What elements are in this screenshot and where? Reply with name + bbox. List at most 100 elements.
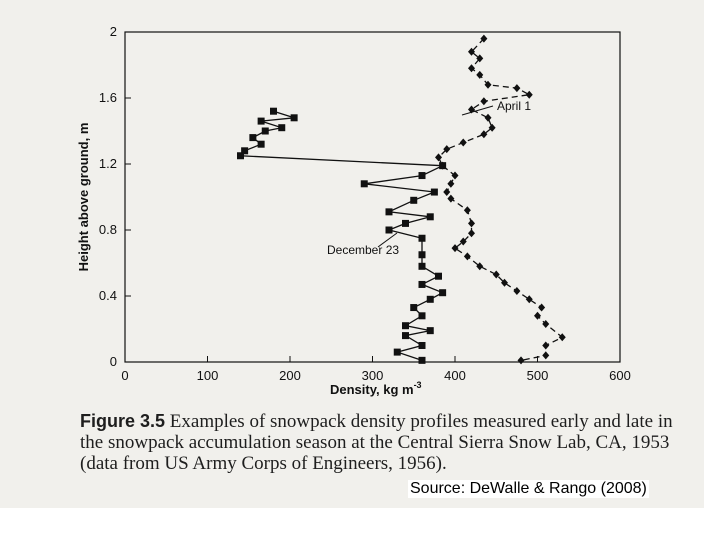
data-point-square <box>393 348 401 356</box>
data-point-diamond <box>443 188 451 197</box>
x-tick-label: 100 <box>197 368 219 383</box>
scanned-page-background <box>0 0 704 508</box>
data-point-square <box>418 312 426 320</box>
data-point-diamond <box>451 171 459 180</box>
data-point-diamond <box>439 161 447 170</box>
annotation-april-1: April 1 <box>497 99 531 113</box>
data-point-diamond <box>468 64 475 73</box>
y-axis: 0 0.4 0.8 1.2 1.6 2 <box>99 24 131 369</box>
data-point-diamond <box>484 80 492 89</box>
annotation-december-23-leader <box>377 232 398 248</box>
y-tick-label: 1.6 <box>99 90 117 105</box>
source-citation: Source: DeWalle & Rango (2008) <box>408 480 649 498</box>
annotation-december-23: December 23 <box>327 243 399 257</box>
data-point-square <box>360 180 368 188</box>
y-tick-label: 0.8 <box>99 222 117 237</box>
data-point-diamond <box>525 90 533 99</box>
y-axis-title: Height above ground, m <box>76 123 91 272</box>
x-tick-label: 600 <box>609 368 631 383</box>
data-point-diamond <box>488 123 496 132</box>
data-point-square <box>249 134 257 142</box>
x-axis-title-text: Density, kg m <box>330 382 414 397</box>
data-point-square <box>257 140 265 148</box>
x-tick-label: 300 <box>362 368 384 383</box>
y-tick-label: 2 <box>110 24 117 39</box>
x-axis-title: Density, kg m-3 <box>330 380 422 397</box>
y-tick-label: 0.4 <box>99 288 117 303</box>
data-point-diamond <box>435 153 442 162</box>
data-point-square <box>426 213 434 221</box>
data-point-square <box>402 322 409 330</box>
data-point-diamond <box>451 244 459 253</box>
data-point-square <box>410 304 418 312</box>
y-tick-label: 1.2 <box>99 156 117 171</box>
data-point-square <box>418 342 426 349</box>
data-point-square <box>402 332 409 340</box>
data-point-diamond <box>476 54 484 63</box>
data-point-diamond <box>468 47 475 56</box>
density-profile-chart: 0 100 200 300 400 500 600 0 0.4 0.8 1.2 1.6 2 Densi… <box>76 24 631 397</box>
data-point-square <box>278 124 286 132</box>
annotation-april-1-leader <box>461 105 494 116</box>
data-point-square <box>270 107 277 115</box>
data-point-square <box>418 262 426 270</box>
data-point-diamond <box>542 320 550 329</box>
data-point-diamond <box>459 237 467 246</box>
data-point-square <box>257 117 265 125</box>
data-point-diamond <box>447 179 455 188</box>
x-tick-label: 200 <box>279 368 301 383</box>
data-point-diamond <box>443 145 451 154</box>
data-point-diamond <box>534 311 541 320</box>
data-point-diamond <box>476 262 484 271</box>
data-point-square <box>237 152 244 160</box>
series-line-april-1 <box>437 38 564 362</box>
data-point-diamond <box>513 84 521 93</box>
data-point-diamond <box>480 34 488 43</box>
x-tick-label: 400 <box>444 368 466 383</box>
data-point-square <box>426 295 434 303</box>
data-point-square <box>418 172 426 180</box>
data-point-square <box>426 327 434 335</box>
plot-area-frame <box>124 31 621 363</box>
data-point-diamond <box>459 138 467 147</box>
data-point-square <box>418 234 426 242</box>
series-december-23 <box>237 107 447 364</box>
data-point-diamond <box>538 303 546 312</box>
x-axis-title-superscript: -3 <box>414 380 422 390</box>
data-point-square <box>410 196 418 204</box>
data-point-diamond <box>476 70 484 79</box>
x-tick-label: 0 <box>121 368 128 383</box>
data-point-diamond <box>513 287 521 296</box>
data-point-diamond <box>542 341 550 350</box>
data-point-diamond <box>480 97 488 106</box>
data-point-square <box>418 251 426 259</box>
data-point-square <box>435 272 442 280</box>
series-line-december-23 <box>239 110 445 362</box>
data-point-diamond <box>517 356 525 365</box>
data-point-square <box>385 208 393 216</box>
data-point-diamond <box>480 130 488 139</box>
figure-caption-text: Examples of snowpack density profiles me… <box>80 411 673 474</box>
data-point-square <box>290 114 298 122</box>
data-point-diamond <box>468 229 475 238</box>
series-layer <box>237 34 566 365</box>
figure-caption: Figure 3.5 Examples of snowpack density … <box>80 411 680 474</box>
data-point-diamond <box>463 206 471 215</box>
data-point-square <box>418 280 426 288</box>
data-point-diamond <box>463 252 471 261</box>
data-point-diamond <box>525 295 533 304</box>
data-point-diamond <box>542 351 550 360</box>
data-point-square <box>241 147 249 155</box>
data-point-square <box>430 188 438 196</box>
data-point-diamond <box>468 219 475 228</box>
series-april-1 <box>435 34 566 365</box>
y-tick-label: 0 <box>110 354 117 369</box>
data-point-square <box>385 226 393 234</box>
figure-label: Figure 3.5 <box>80 411 166 431</box>
data-point-diamond <box>484 113 492 122</box>
x-axis: 0 100 200 300 400 500 600 <box>121 356 631 383</box>
data-point-diamond <box>501 278 508 287</box>
data-point-square <box>261 127 269 135</box>
data-point-square <box>402 219 409 227</box>
data-point-diamond <box>447 194 455 203</box>
